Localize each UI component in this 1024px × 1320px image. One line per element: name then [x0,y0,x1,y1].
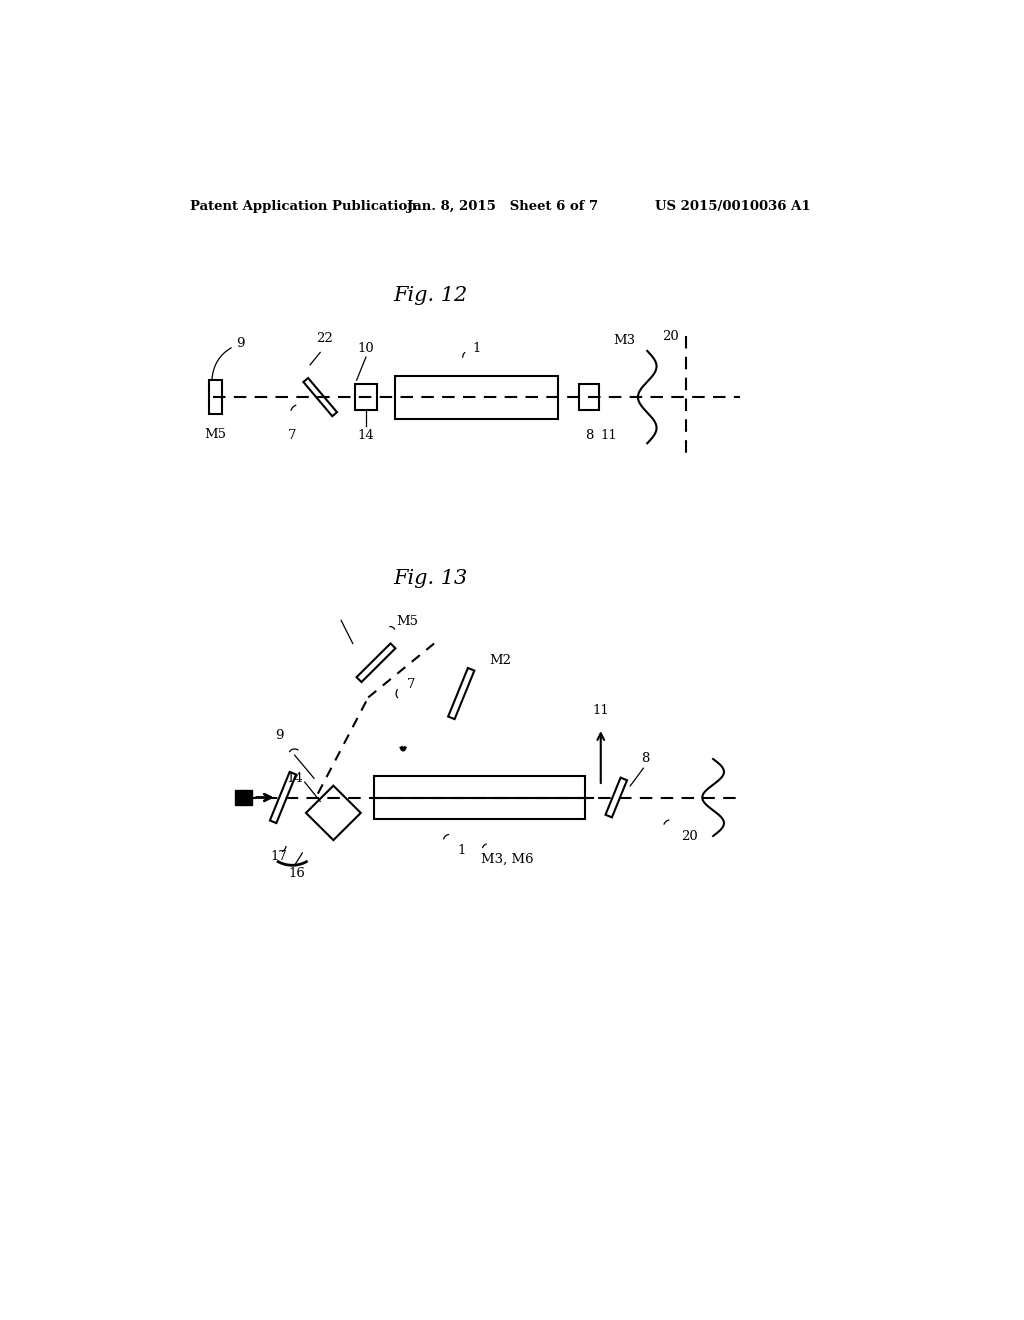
Bar [395,376,558,418]
Text: Patent Application Publication: Patent Application Publication [190,199,417,213]
Text: US 2015/0010036 A1: US 2015/0010036 A1 [655,199,811,213]
Polygon shape [356,643,395,682]
Text: Fig. 12: Fig. 12 [393,286,467,305]
Bar [355,384,377,411]
Text: 7: 7 [407,678,415,692]
Bar [375,776,586,818]
Text: Jan. 8, 2015   Sheet 6 of 7: Jan. 8, 2015 Sheet 6 of 7 [407,199,598,213]
Text: 9: 9 [212,337,245,380]
Polygon shape [449,668,474,719]
Text: 1: 1 [457,843,466,857]
Text: 14: 14 [287,772,303,785]
Text: 11: 11 [600,429,616,442]
Text: 20: 20 [682,830,698,843]
Polygon shape [234,789,252,805]
Bar [209,380,222,414]
Text: 17: 17 [270,850,288,863]
Polygon shape [306,785,360,840]
Text: M5: M5 [396,615,418,628]
Text: M5: M5 [205,428,226,441]
Text: 7: 7 [288,429,297,442]
Polygon shape [270,772,296,824]
Text: 1: 1 [472,342,481,355]
Text: 9: 9 [274,730,284,742]
Text: Fig. 13: Fig. 13 [393,569,467,587]
Text: 22: 22 [315,331,333,345]
Text: 8: 8 [641,752,650,766]
Text: 8: 8 [585,429,593,442]
Text: M2: M2 [489,653,511,667]
Text: 10: 10 [357,342,375,355]
Text: 14: 14 [357,429,375,442]
Text: 20: 20 [663,330,679,343]
Text: M3, M6: M3, M6 [481,853,535,866]
Polygon shape [605,777,627,817]
Text: 16: 16 [289,867,305,880]
Bar [579,384,599,411]
Text: M3: M3 [613,334,635,347]
Polygon shape [303,378,337,416]
Text: 11: 11 [592,704,609,717]
